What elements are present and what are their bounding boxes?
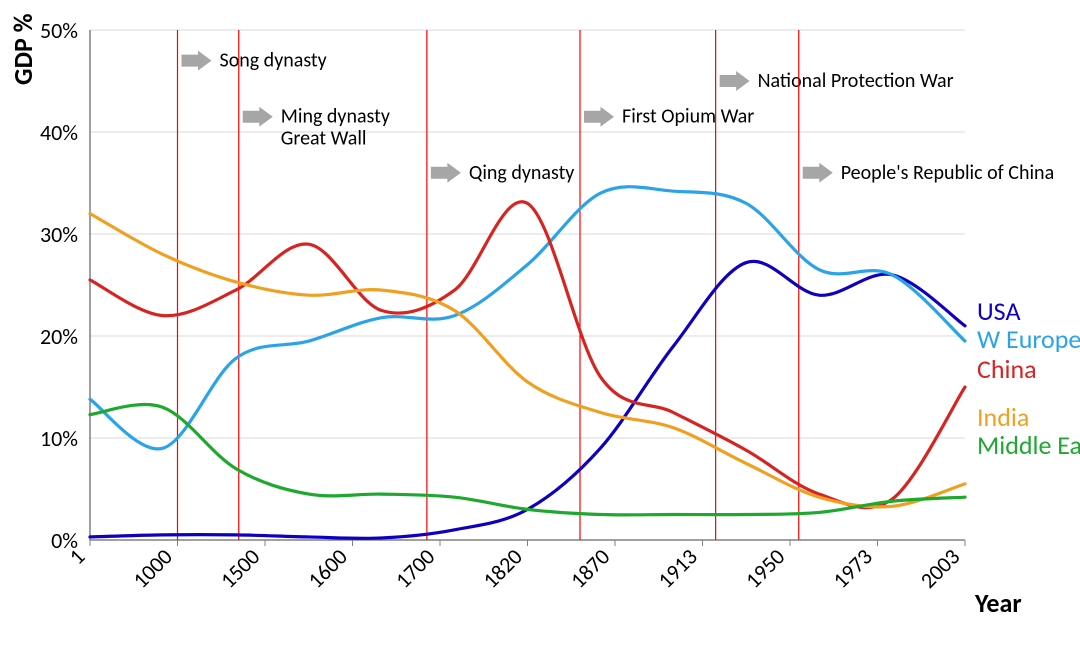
y-tick-label: 50% [40,17,78,44]
x-axis-label: Year [974,587,1022,619]
y-tick-label: 20% [40,323,78,350]
y-tick-label: 30% [40,221,78,248]
y-tick-label: 40% [40,119,78,146]
gdp-history-chart: 0%10%20%30%40%50%GDP %110001500160017001… [0,0,1080,645]
event-label: National Protection War [758,69,954,93]
event-label: Great Wall [281,127,367,151]
series-label-mideast: Middle East [977,429,1080,461]
series-label-china: China [977,353,1037,385]
series-label-weurope: W Europe [977,323,1080,355]
event-label: First Opium War [622,105,754,129]
event-label: People's Republic of China [841,161,1054,185]
event-label: Ming dynasty [281,105,390,129]
event-label: Song dynasty [220,49,327,73]
y-tick-label: 10% [40,425,78,452]
event-label: Qing dynasty [469,161,575,185]
y-axis-label: GDP % [7,13,39,85]
